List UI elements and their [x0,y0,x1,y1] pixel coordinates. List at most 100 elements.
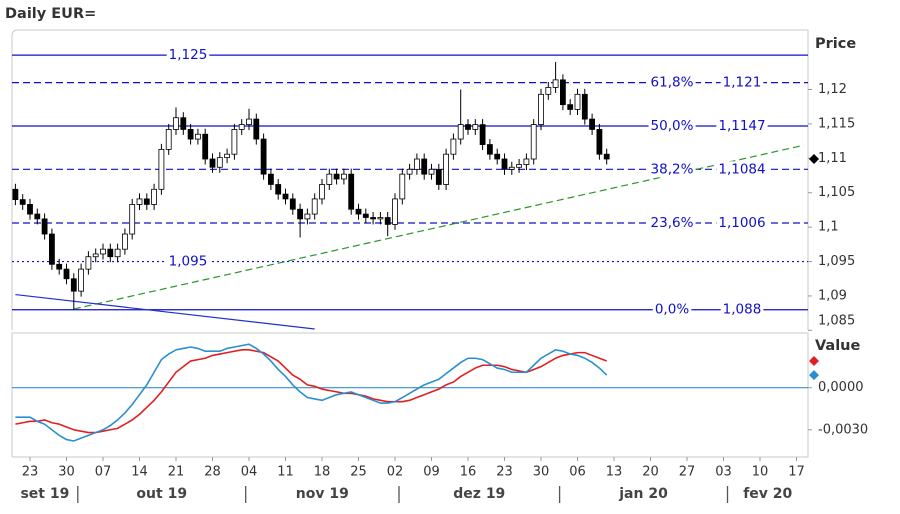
candle-body [399,173,406,200]
candle-body [253,118,260,140]
level-label: 61,8% [651,75,694,91]
level-label: 1,095 [169,254,208,270]
candle-body [596,129,603,155]
price-panel-frame [11,29,809,330]
candle-body [530,124,537,160]
level-label: 1,1006 [718,215,765,231]
candle-body [311,198,318,215]
candle-body [297,208,304,220]
candle-body [304,213,311,220]
candle-body [19,199,26,205]
y-tick-label: 1,09 [818,288,847,303]
y-tick-label: 1,105 [818,185,855,200]
level-label: 1,1147 [718,118,765,134]
label-background [648,215,696,232]
candle-body [413,158,420,170]
x-tick-label: 20 [642,465,659,480]
x-tick-label: 28 [204,465,221,480]
candle-body [355,208,362,215]
candle-body [100,248,106,255]
y-tick-label: 1,085 [818,314,855,329]
candle-body [362,213,369,218]
candle-body [392,198,398,225]
candle-body [173,117,179,130]
candle-body [560,79,566,106]
candle-body [187,129,194,140]
candle-body [275,184,282,195]
y-tick-label: 1,095 [818,254,855,269]
x-tick-label: 25 [350,465,367,480]
level-label: 1,088 [723,302,762,318]
level-label: 1,1084 [718,161,765,177]
candle-body [516,164,522,168]
candle-body [545,87,552,95]
trendline [73,144,804,310]
candle-body [443,153,450,185]
candle-body [246,118,252,125]
y-tick-label: 1,12 [818,82,847,97]
candle-body [165,129,172,150]
candle-body [450,138,457,155]
x-tick-label: 03 [715,465,732,480]
candle-body [151,188,158,205]
candle-body [209,158,216,168]
candle-body [56,263,63,270]
label-background [648,117,696,134]
candle-body [282,193,289,200]
x-tick-label: 18 [314,465,331,480]
x-tick-label: 04 [241,465,258,480]
y-tick-label: 0,0000 [818,380,864,395]
label-background [648,161,696,178]
candle-body [202,133,209,160]
month-label: nov 19 [296,486,349,502]
candle-body [538,93,544,125]
x-tick-label: 14 [131,465,148,480]
candle-body [224,153,231,159]
month-label: fev 20 [743,486,792,502]
candle-body [122,233,128,250]
candle-body [49,233,55,265]
x-tick-label: 17 [788,465,805,480]
label-background [716,117,768,134]
candle-body [348,173,355,210]
y-tick-label: 1,115 [818,116,855,131]
trendline [15,293,315,330]
candle-body [457,124,464,140]
candle-body [194,133,201,140]
candle-body [114,248,121,258]
x-tick-label: 06 [569,465,586,480]
candle-body [421,158,428,175]
candle-body [34,213,41,220]
label-background [720,74,764,91]
candle-body [326,173,333,185]
candle-body [216,157,223,168]
month-label: set 19 [20,486,69,502]
value-plot [12,343,808,442]
x-tick-label: 13 [606,465,623,480]
candle-body [12,188,19,201]
x-tick-label: 10 [752,465,769,480]
candle-body [435,168,442,185]
last-price-marker [809,154,819,165]
label-background [720,301,764,318]
x-tick-label: 23 [496,465,513,480]
x-tick-label: 21 [168,465,185,480]
candle-body [333,173,340,180]
level-label: 38,2% [651,161,694,177]
candle-body [567,104,574,110]
candle-body [143,198,150,205]
x-tick-label: 23 [22,465,39,480]
month-label: jan 20 [618,486,668,502]
candle-body [158,148,165,190]
x-tick-label: 30 [533,465,550,480]
label-background [716,161,768,178]
candle-body [78,268,84,292]
price-plot [12,54,808,330]
x-tick-label: 27 [679,465,696,480]
candle-body [63,268,70,280]
candle-body [267,173,274,185]
value-axis-title: Value [815,338,861,354]
candle-body [603,153,610,160]
